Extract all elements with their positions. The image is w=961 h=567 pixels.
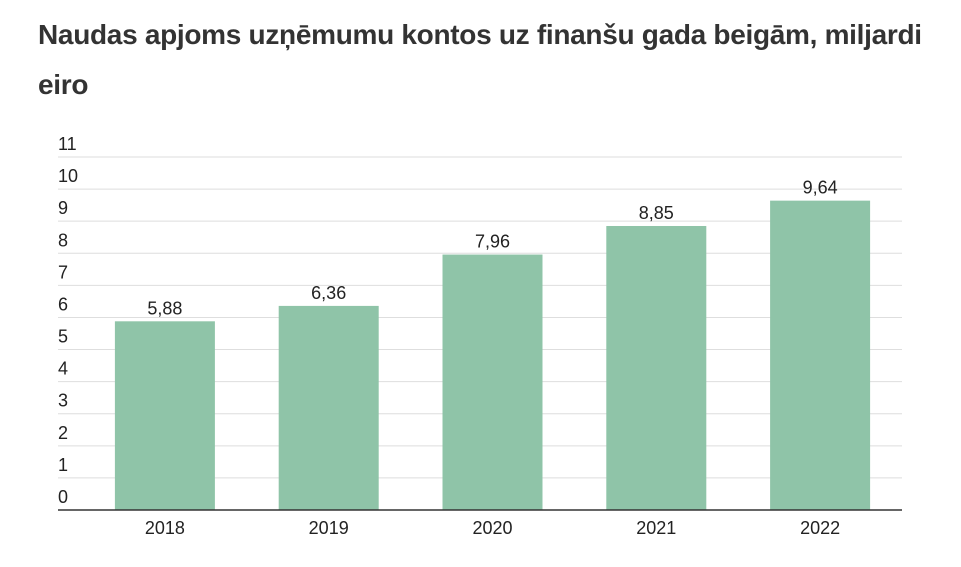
x-tick-label: 2020 <box>472 518 512 538</box>
x-tick-label: 2018 <box>145 518 185 538</box>
x-tick-label: 2019 <box>309 518 349 538</box>
y-tick-label: 9 <box>58 198 68 218</box>
y-tick-label: 10 <box>58 166 78 186</box>
bar <box>114 321 215 510</box>
y-tick-label: 7 <box>58 262 68 282</box>
bar <box>278 305 379 510</box>
value-label: 9,64 <box>803 178 838 198</box>
bar <box>606 225 707 510</box>
y-tick-label: 0 <box>58 487 68 507</box>
bar <box>442 254 543 510</box>
y-tick-label: 2 <box>58 423 68 443</box>
bar <box>770 200 871 511</box>
y-tick-label: 3 <box>58 391 68 411</box>
y-tick-label: 5 <box>58 327 68 347</box>
y-tick-label: 6 <box>58 294 68 314</box>
y-tick-label: 11 <box>58 134 77 154</box>
x-tick-label: 2022 <box>800 518 840 538</box>
value-label: 5,88 <box>147 298 182 318</box>
chart-title: Naudas apjoms uzņēmumu kontos uz finanšu… <box>38 19 922 100</box>
x-tick-label: 2021 <box>636 518 676 538</box>
y-tick-label: 1 <box>58 455 68 475</box>
value-label: 7,96 <box>475 232 510 252</box>
value-label: 8,85 <box>639 203 674 223</box>
value-label: 6,36 <box>311 283 346 303</box>
y-tick-label: 8 <box>58 230 68 250</box>
y-tick-label: 4 <box>58 359 68 379</box>
